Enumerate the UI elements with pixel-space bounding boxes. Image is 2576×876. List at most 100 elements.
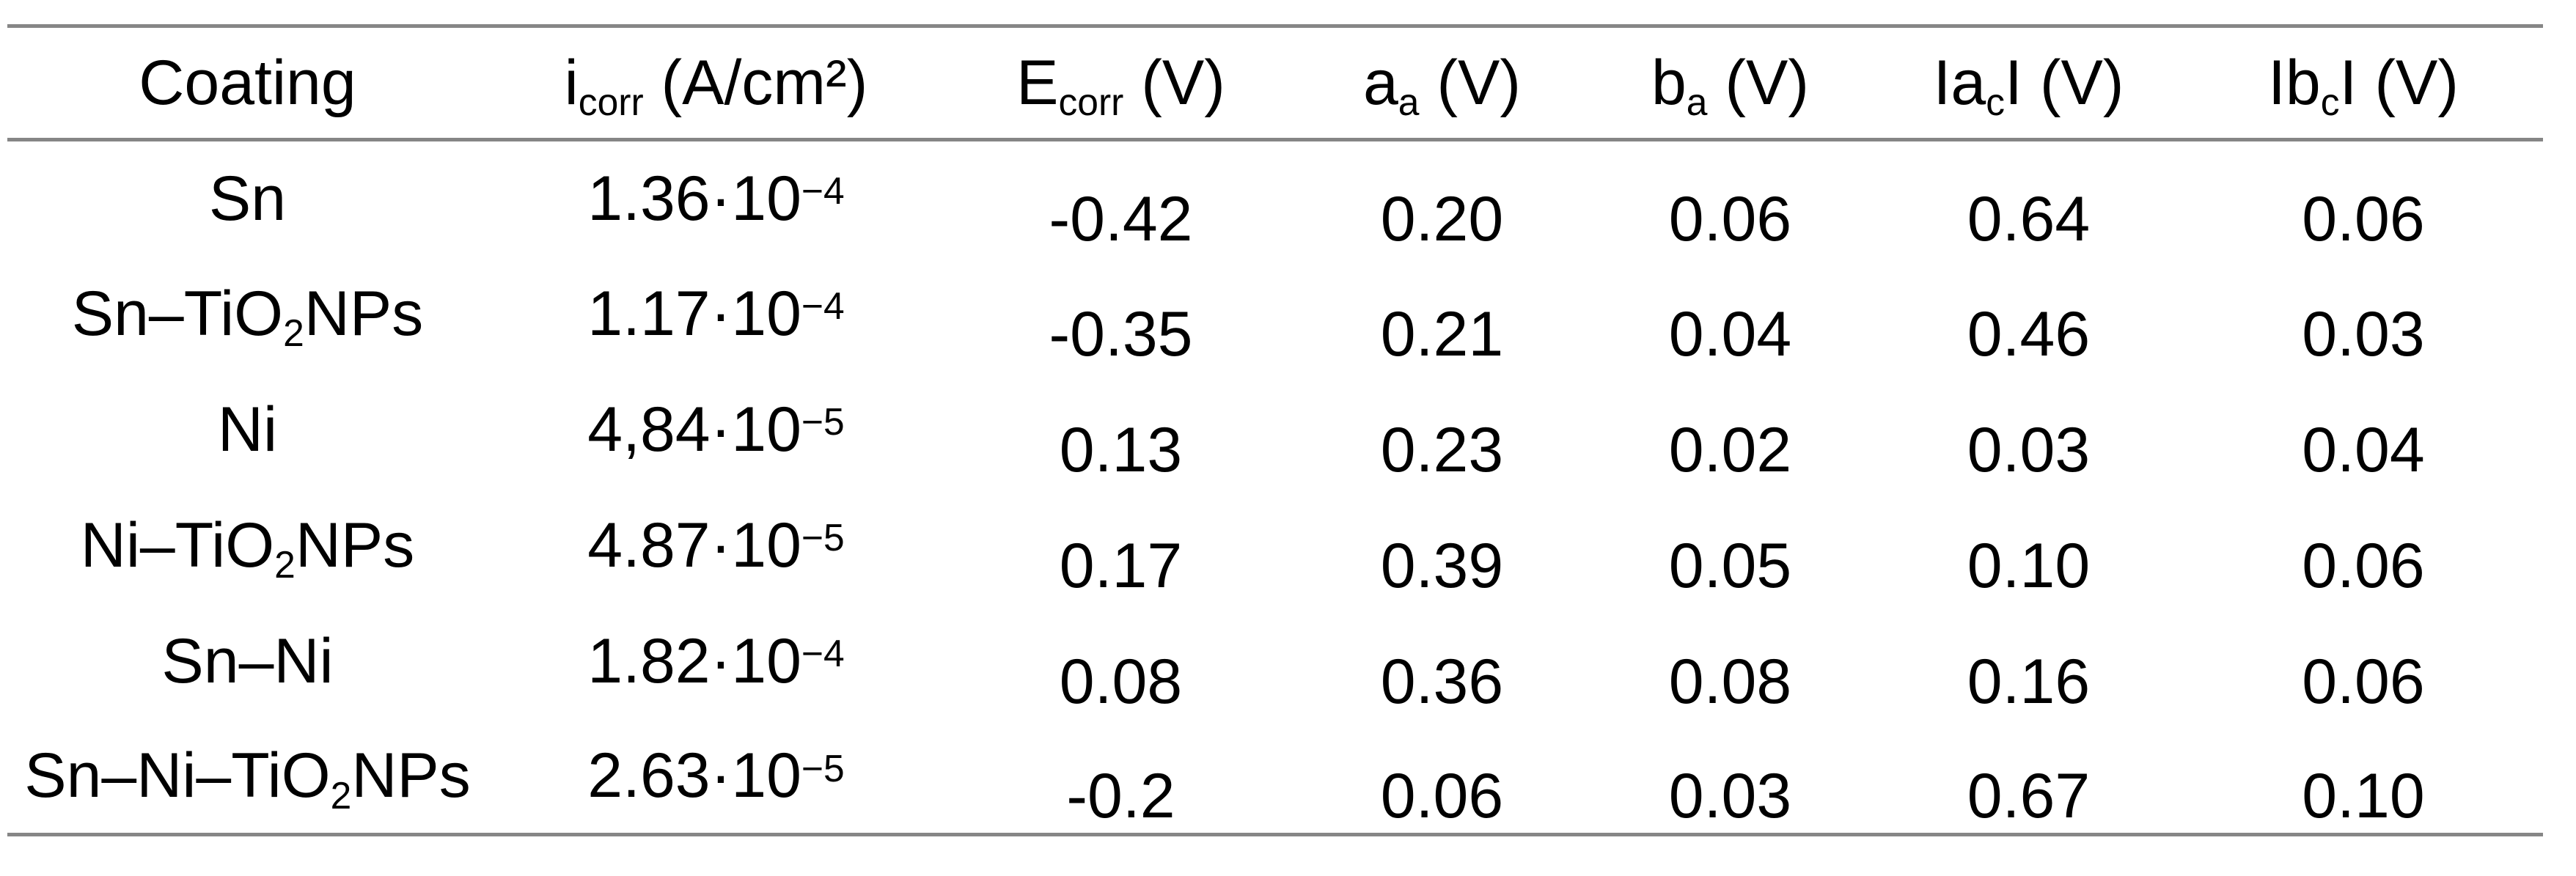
- coating-text: NPs: [351, 740, 471, 811]
- header-main: E: [1016, 48, 1059, 118]
- cell-bc: 0.06: [2184, 603, 2543, 719]
- header-main: Coating: [139, 48, 356, 118]
- cell-value: 0.03: [1668, 761, 1792, 832]
- coating-text: Sn–TiO: [71, 278, 284, 349]
- icorr-exponent: −5: [801, 400, 845, 443]
- cell-value: -0.35: [1049, 298, 1193, 369]
- cell-coating: Sn–Ni–TiO2NPs: [7, 719, 488, 835]
- icorr-mantissa: 1.36·10: [587, 163, 801, 234]
- coating-subscript: 2: [283, 311, 304, 354]
- cell-aa: 0.20: [1297, 140, 1587, 256]
- cell-value: -0.2: [1066, 761, 1175, 832]
- table-row: Ni 4,84·10−5 0.13 0.23 0.02 0.03 0.04: [7, 372, 2543, 487]
- cell-ecorr: -0.2: [944, 719, 1297, 835]
- cell-icorr: 2.63·10−5: [488, 719, 944, 835]
- cell-icorr: 4,84·10−5: [488, 372, 944, 487]
- cell-bc: 0.06: [2184, 487, 2543, 603]
- header-main: a: [1362, 48, 1398, 118]
- header-main: Ib: [2268, 48, 2321, 118]
- cell-aa: 0.36: [1297, 603, 1587, 719]
- cell-value: 0.23: [1380, 414, 1504, 485]
- cell-value: 0.06: [1668, 183, 1792, 254]
- header-main: i: [564, 48, 579, 118]
- cell-value: 0.64: [1967, 183, 2091, 254]
- icorr-exponent: −4: [801, 169, 845, 213]
- cell-icorr: 1.82·10−4: [488, 603, 944, 719]
- icorr-exponent: −5: [801, 746, 845, 789]
- coating-text: Ni–TiO: [80, 509, 275, 581]
- header-rest: (V): [1419, 48, 1522, 118]
- cell-value: 0.10: [2302, 761, 2425, 832]
- table-row: Sn–TiO2NPs 1.17·10−4 -0.35 0.21 0.04 0.4…: [7, 256, 2543, 372]
- cell-bc: 0.10: [2184, 719, 2543, 835]
- cell-ba: 0.04: [1587, 256, 1874, 372]
- cell-value: 0.06: [2302, 183, 2425, 254]
- header-ac-abs: IacI (V): [1874, 26, 2184, 140]
- cell-ecorr: -0.42: [944, 140, 1297, 256]
- cell-icorr: 1.36·10−4: [488, 140, 944, 256]
- cell-value: 0.06: [2302, 646, 2425, 717]
- cell-value: -0.42: [1049, 183, 1193, 254]
- coating-text: NPs: [304, 278, 424, 349]
- coating-text: NPs: [295, 509, 415, 581]
- cell-ba: 0.05: [1587, 487, 1874, 603]
- header-ba: ba (V): [1587, 26, 1874, 140]
- cell-coating: Sn–TiO2NPs: [7, 256, 488, 372]
- cell-aa: 0.06: [1297, 719, 1587, 835]
- cell-value: 0.16: [1967, 646, 2091, 717]
- cell-coating: Sn: [7, 140, 488, 256]
- icorr-exponent: −4: [801, 284, 845, 327]
- cell-value: 0.08: [1059, 646, 1183, 717]
- cell-ac: 0.10: [1874, 487, 2184, 603]
- cell-ecorr: 0.13: [944, 372, 1297, 487]
- cell-ac: 0.16: [1874, 603, 2184, 719]
- cell-value: 0.13: [1059, 414, 1183, 485]
- cell-value: 0.05: [1668, 530, 1792, 601]
- header-ecorr: Ecorr (V): [944, 26, 1297, 140]
- cell-value: 0.36: [1380, 646, 1504, 717]
- header-sub: a: [1398, 81, 1420, 124]
- coating-text: Sn–Ni–TiO: [24, 740, 331, 811]
- icorr-mantissa: 4,84·10: [587, 394, 801, 465]
- header-coating: Coating: [7, 26, 488, 140]
- cell-value: 0.67: [1967, 761, 2091, 832]
- cell-ba: 0.08: [1587, 603, 1874, 719]
- header-bc-abs: IbcI (V): [2184, 26, 2543, 140]
- header-icorr: icorr (A/cm²): [488, 26, 944, 140]
- cell-bc: 0.03: [2184, 256, 2543, 372]
- cell-value: 0.39: [1380, 530, 1504, 601]
- cell-ecorr: 0.17: [944, 487, 1297, 603]
- header-sub: c: [1986, 81, 2006, 124]
- table-row: Ni–TiO2NPs 4.87·10−5 0.17 0.39 0.05 0.10…: [7, 487, 2543, 603]
- header-sub: corr: [578, 81, 644, 124]
- header-rest: I (V): [2005, 48, 2124, 118]
- icorr-mantissa: 1.17·10: [587, 278, 801, 349]
- coating-subscript: 2: [330, 773, 352, 817]
- cell-value: 0.10: [1967, 530, 2091, 601]
- cell-ac: 0.46: [1874, 256, 2184, 372]
- header-row: Coating icorr (A/cm²) Ecorr (V) aa (V) b…: [7, 26, 2543, 140]
- header-rest: (V): [1707, 48, 1810, 118]
- icorr-exponent: −5: [801, 515, 845, 559]
- cell-bc: 0.04: [2184, 372, 2543, 487]
- header-sub: c: [2320, 81, 2340, 124]
- header-rest: (A/cm²): [643, 48, 868, 118]
- cell-value: 0.04: [1668, 298, 1792, 369]
- cell-ecorr: -0.35: [944, 256, 1297, 372]
- header-sub: a: [1686, 81, 1708, 124]
- icorr-mantissa: 2.63·10: [587, 740, 801, 811]
- cell-value: 0.21: [1380, 298, 1504, 369]
- cell-aa: 0.39: [1297, 487, 1587, 603]
- cell-ac: 0.67: [1874, 719, 2184, 835]
- header-sub: corr: [1058, 81, 1124, 124]
- header-main: b: [1651, 48, 1687, 118]
- cell-value: 0.02: [1668, 414, 1792, 485]
- header-main: Ia: [1933, 48, 1986, 118]
- cell-icorr: 1.17·10−4: [488, 256, 944, 372]
- cell-value: 0.20: [1380, 183, 1504, 254]
- cell-ba: 0.03: [1587, 719, 1874, 835]
- cell-value: 0.46: [1967, 298, 2091, 369]
- cell-ac: 0.03: [1874, 372, 2184, 487]
- cell-aa: 0.23: [1297, 372, 1587, 487]
- cell-bc: 0.06: [2184, 140, 2543, 256]
